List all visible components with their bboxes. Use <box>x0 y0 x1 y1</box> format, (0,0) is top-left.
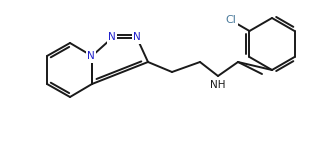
Text: NH: NH <box>210 80 226 90</box>
Text: N: N <box>108 32 116 42</box>
Text: N: N <box>87 51 95 61</box>
Text: N: N <box>133 32 141 42</box>
Text: Cl: Cl <box>225 15 236 25</box>
